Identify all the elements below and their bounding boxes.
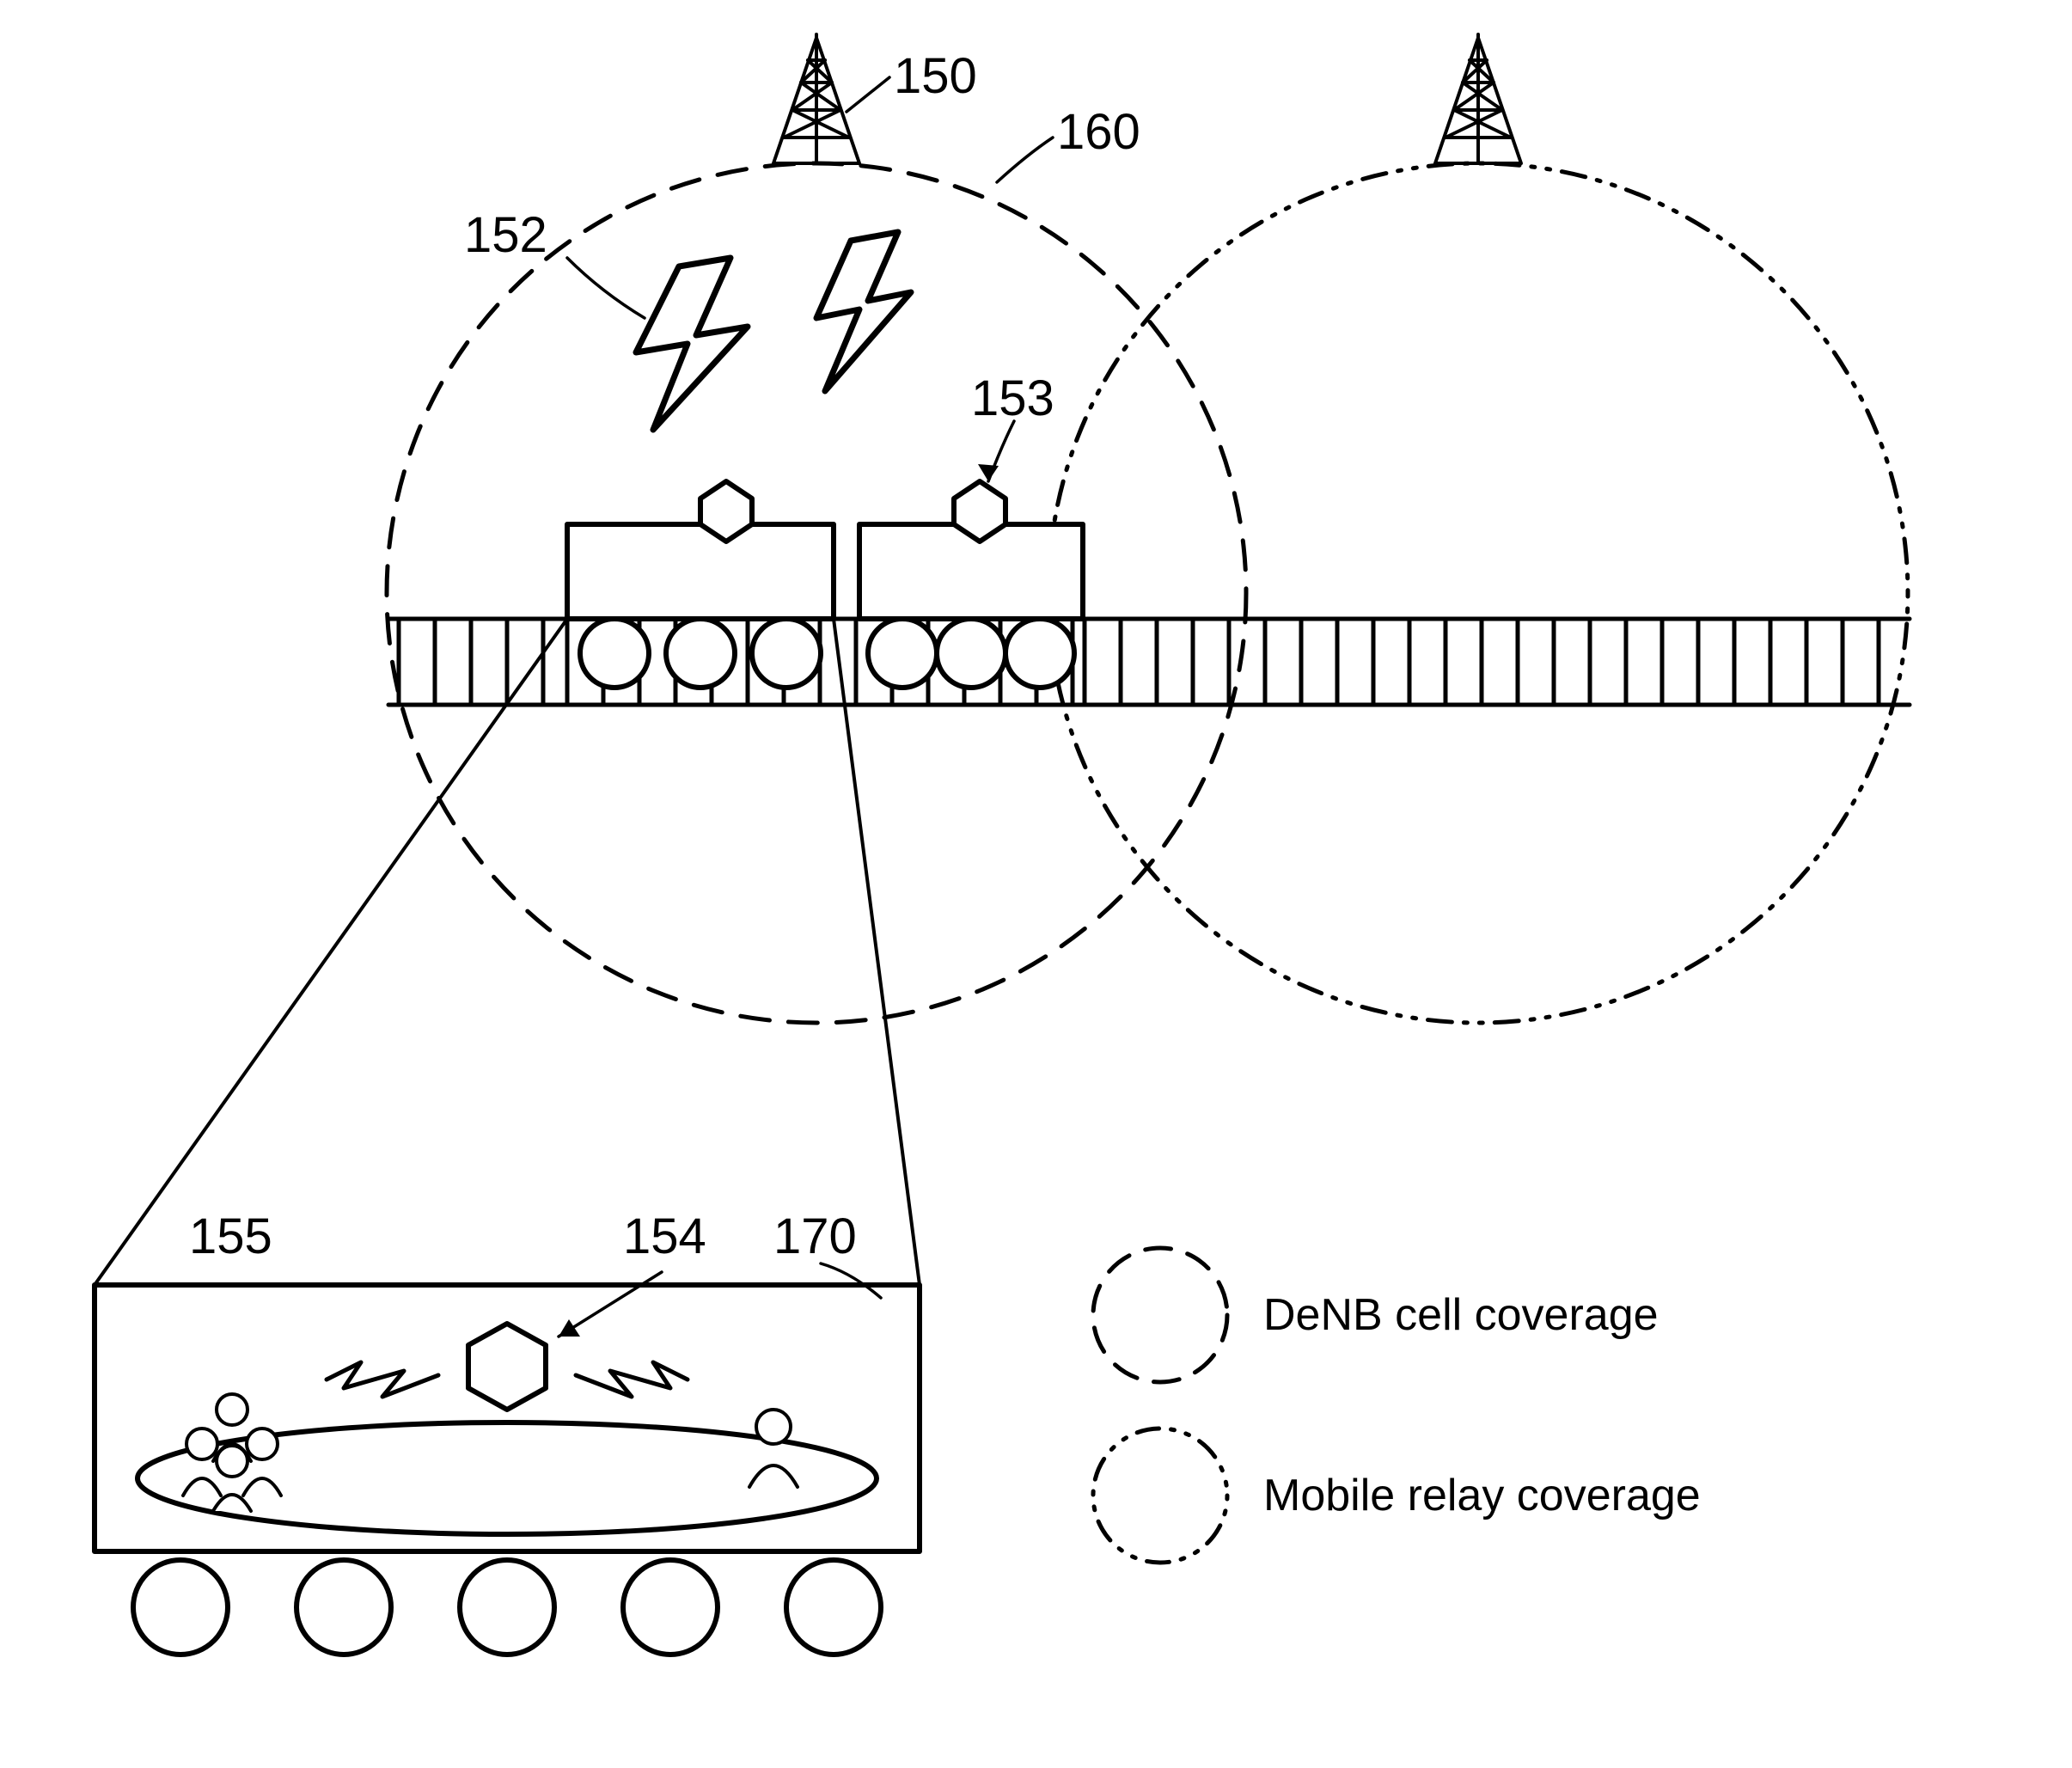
label-170: 170: [773, 1208, 857, 1265]
train-car-2: [859, 481, 1083, 688]
label-154: 154: [623, 1208, 706, 1265]
diagram-canvas: [0, 0, 2072, 1768]
tower-2: [1435, 34, 1521, 163]
label-160: 160: [1057, 103, 1140, 161]
rf-bolt-right: [816, 232, 911, 391]
tower-1: [773, 34, 859, 163]
legend: [1093, 1248, 1227, 1563]
train-car-1: [567, 481, 834, 688]
label-152: 152: [464, 206, 547, 264]
label-153: 153: [971, 370, 1054, 427]
legend-denb-label: DeNB cell coverage: [1263, 1289, 1659, 1341]
label-155: 155: [189, 1208, 272, 1265]
label-150: 150: [894, 47, 977, 105]
rf-bolt-left: [636, 258, 748, 430]
legend-mobile-label: Mobile relay coverage: [1263, 1470, 1701, 1521]
zoom-lines: [95, 619, 920, 1285]
mobile-relay-coverage-circle: [1048, 163, 1908, 1023]
detail-car: [95, 1285, 920, 1655]
